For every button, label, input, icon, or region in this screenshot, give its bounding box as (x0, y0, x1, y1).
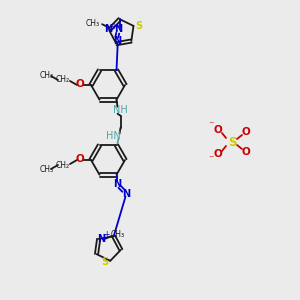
Text: ⁻: ⁻ (208, 154, 214, 164)
Text: O: O (214, 125, 222, 135)
Text: N: N (104, 24, 112, 34)
Text: CH₂: CH₂ (56, 160, 70, 169)
Text: S: S (135, 21, 142, 31)
Text: N: N (113, 36, 121, 46)
Text: O: O (214, 149, 222, 159)
Text: CH₂: CH₂ (56, 76, 70, 85)
Text: HN: HN (106, 131, 121, 141)
Text: S: S (228, 136, 236, 148)
Text: O: O (76, 154, 84, 164)
Text: CH₃: CH₃ (86, 19, 100, 28)
Text: N: N (122, 189, 130, 199)
Text: NH: NH (113, 105, 128, 115)
Text: O: O (242, 147, 250, 157)
Text: ⁻: ⁻ (208, 120, 214, 130)
Text: S: S (102, 257, 109, 267)
Text: CH₃: CH₃ (40, 166, 54, 175)
Text: +: + (110, 22, 116, 31)
Text: O: O (76, 79, 84, 89)
Text: +: + (103, 230, 110, 239)
Text: N: N (113, 179, 122, 189)
Text: CH₃: CH₃ (40, 70, 54, 80)
Text: O: O (242, 127, 250, 137)
Text: N: N (114, 24, 122, 34)
Text: CH₃: CH₃ (111, 230, 125, 239)
Text: N: N (98, 234, 106, 244)
